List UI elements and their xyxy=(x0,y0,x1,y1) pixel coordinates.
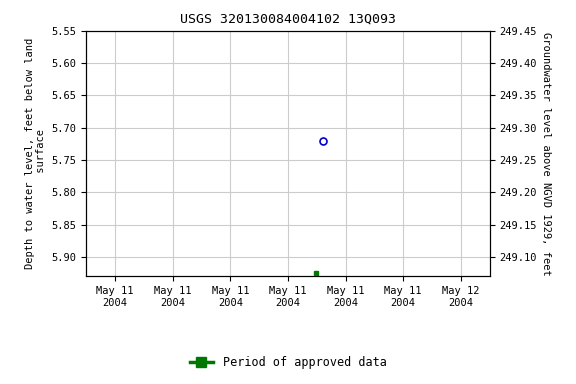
Title: USGS 320130084004102 13Q093: USGS 320130084004102 13Q093 xyxy=(180,12,396,25)
Legend: Period of approved data: Period of approved data xyxy=(185,351,391,374)
Y-axis label: Depth to water level, feet below land
 surface: Depth to water level, feet below land su… xyxy=(25,38,46,269)
Y-axis label: Groundwater level above NGVD 1929, feet: Groundwater level above NGVD 1929, feet xyxy=(541,32,551,275)
